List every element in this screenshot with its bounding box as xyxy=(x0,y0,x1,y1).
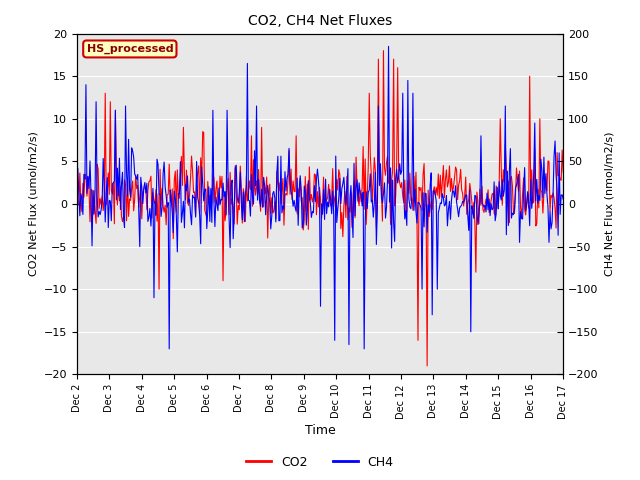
Title: CO2, CH4 Net Fluxes: CO2, CH4 Net Fluxes xyxy=(248,14,392,28)
Text: HS_processed: HS_processed xyxy=(86,44,173,54)
Legend: CO2, CH4: CO2, CH4 xyxy=(241,451,399,474)
Y-axis label: CH4 Net Flux (nmol/m2/s): CH4 Net Flux (nmol/m2/s) xyxy=(604,132,614,276)
Y-axis label: CO2 Net Flux (umol/m2/s): CO2 Net Flux (umol/m2/s) xyxy=(28,132,38,276)
X-axis label: Time: Time xyxy=(305,424,335,437)
